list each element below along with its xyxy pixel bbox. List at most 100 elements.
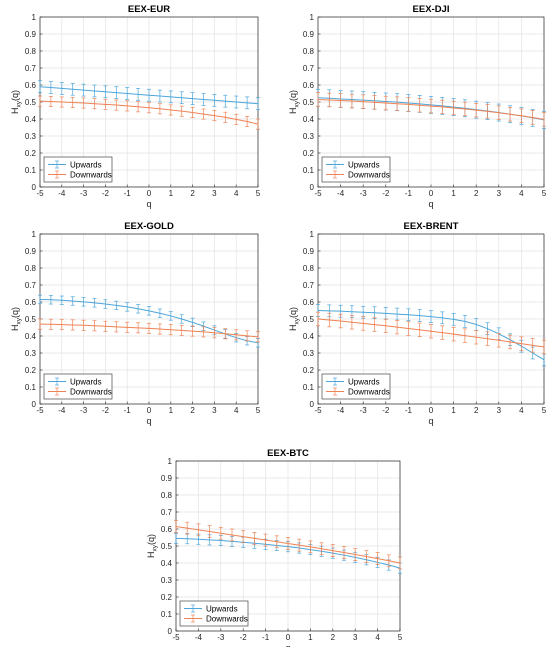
y-label-main: H <box>146 552 156 559</box>
x-tick-label: -2 <box>240 633 248 642</box>
x-tick-label: 2 <box>190 406 195 415</box>
x-tick-label: -4 <box>337 189 345 198</box>
y-tick-label: 0.4 <box>303 332 315 341</box>
x-tick-label: 2 <box>474 189 479 198</box>
x-axis-label: q <box>146 416 151 426</box>
y-axis-label: Hxy(q) <box>146 534 159 558</box>
x-tick-label: -1 <box>124 189 132 198</box>
x-tick-label: 5 <box>542 406 547 415</box>
y-tick-label: 0 <box>310 183 315 192</box>
legend-label: Upwards <box>70 378 102 387</box>
x-tick-label: 3 <box>212 189 217 198</box>
chart-eex-dji: -5 -4 -3 -2 -1 0 1 2 3 4 5 0 0.1 0.2 0.3 0.4 0.5 0.6 0.7 0.… <box>288 4 547 209</box>
series-line <box>39 86 259 105</box>
y-tick-label: 0 <box>168 627 173 636</box>
legend-label: Downwards <box>206 615 248 624</box>
x-tick-label: -2 <box>382 189 390 198</box>
x-tick-label: -1 <box>405 189 413 198</box>
y-tick-label: 0.5 <box>161 542 173 551</box>
y-axis-label-text: Hxy(q) <box>288 307 301 331</box>
x-tick-label: 5 <box>256 189 261 198</box>
x-tick-label: 2 <box>190 189 195 198</box>
x-tick-label: -1 <box>405 406 413 415</box>
x-tick-label: -2 <box>102 406 110 415</box>
x-tick-label: 4 <box>234 406 239 415</box>
x-tick-label: 1 <box>308 633 313 642</box>
x-tick-label: 4 <box>519 189 524 198</box>
x-tick-label: 3 <box>497 189 502 198</box>
y-tick-label: 0.6 <box>161 525 173 534</box>
y-tick-label: 0.7 <box>25 64 37 73</box>
x-tick-label: -4 <box>58 189 66 198</box>
x-tick-label: -2 <box>382 406 390 415</box>
y-axis-label-text: Hxy(q) <box>10 90 23 114</box>
y-tick-label: 0.1 <box>303 383 315 392</box>
y-tick-label: 0.8 <box>25 47 37 56</box>
y-tick-label: 0.7 <box>161 508 173 517</box>
y-tick-label: 0.6 <box>303 81 315 90</box>
x-tick-label: 4 <box>234 189 239 198</box>
legend-label: Downwards <box>70 388 112 397</box>
series-upwards <box>38 80 260 111</box>
chart-title: EEX-DJI <box>413 4 450 15</box>
legend-label: Upwards <box>348 378 380 387</box>
series-line <box>39 298 259 344</box>
y-tick-label: 0.6 <box>25 298 37 307</box>
chart-eex-brent: -5 -4 -3 -2 -1 0 1 2 3 4 5 0 0.1 0.2 0.3 0.4 0.5 0.6 0.7 0.… <box>288 221 547 426</box>
legend-label: Downwards <box>348 171 390 180</box>
y-tick-label: 0.1 <box>25 383 37 392</box>
y-tick-label: 0.2 <box>303 149 315 158</box>
x-tick-label: 3 <box>497 406 502 415</box>
y-label-main: H <box>10 108 20 115</box>
legend-label: Downwards <box>70 171 112 180</box>
x-axis-label: q <box>146 199 151 209</box>
x-tick-label: -3 <box>217 633 225 642</box>
x-tick-label: -2 <box>102 189 110 198</box>
y-axis-label-text: Hxy(q) <box>10 307 23 331</box>
x-tick-label: 5 <box>398 633 403 642</box>
y-tick-label: 0.7 <box>303 64 315 73</box>
x-tick-label: -5 <box>172 633 180 642</box>
x-tick-label: -5 <box>314 406 322 415</box>
y-tick-label: 0.1 <box>161 610 173 619</box>
y-tick-label: 0.7 <box>25 281 37 290</box>
y-tick-label: 0.4 <box>25 332 37 341</box>
y-label-tail: (q) <box>10 90 20 101</box>
y-tick-label: 1 <box>168 457 173 466</box>
y-label-subscript: xy <box>16 317 23 324</box>
y-tick-label: 0.9 <box>25 247 37 256</box>
y-label-subscript: xy <box>294 317 301 324</box>
x-tick-label: 4 <box>375 633 380 642</box>
x-tick-label: 1 <box>451 406 456 415</box>
series-downwards <box>38 318 260 343</box>
x-tick-label: -3 <box>360 189 368 198</box>
series-line <box>317 310 545 361</box>
y-label-subscript: xy <box>16 100 23 107</box>
x-tick-label: 3 <box>212 406 217 415</box>
series-line <box>39 100 259 125</box>
y-tick-label: 0.2 <box>303 366 315 375</box>
x-axis-label: q <box>428 199 433 209</box>
x-tick-label: -1 <box>262 633 270 642</box>
y-label-subscript: xy <box>294 100 301 107</box>
y-tick-label: 0.8 <box>161 491 173 500</box>
y-tick-label: 0 <box>32 183 37 192</box>
x-tick-label: 0 <box>429 189 434 198</box>
y-tick-label: 0.4 <box>161 559 173 568</box>
chart-title: EEX-GOLD <box>124 221 174 232</box>
x-tick-label: -1 <box>124 406 132 415</box>
y-tick-label: 0.8 <box>303 47 315 56</box>
y-tick-label: 1 <box>310 230 315 239</box>
y-tick-label: 0.4 <box>25 115 37 124</box>
x-tick-label: 2 <box>331 633 336 642</box>
y-tick-label: 0.7 <box>303 281 315 290</box>
x-tick-label: 1 <box>169 406 174 415</box>
y-axis-label: Hxy(q) <box>288 90 301 114</box>
chart-title: EEX-EUR <box>128 4 170 15</box>
chart-title: EEX-BRENT <box>404 221 459 232</box>
